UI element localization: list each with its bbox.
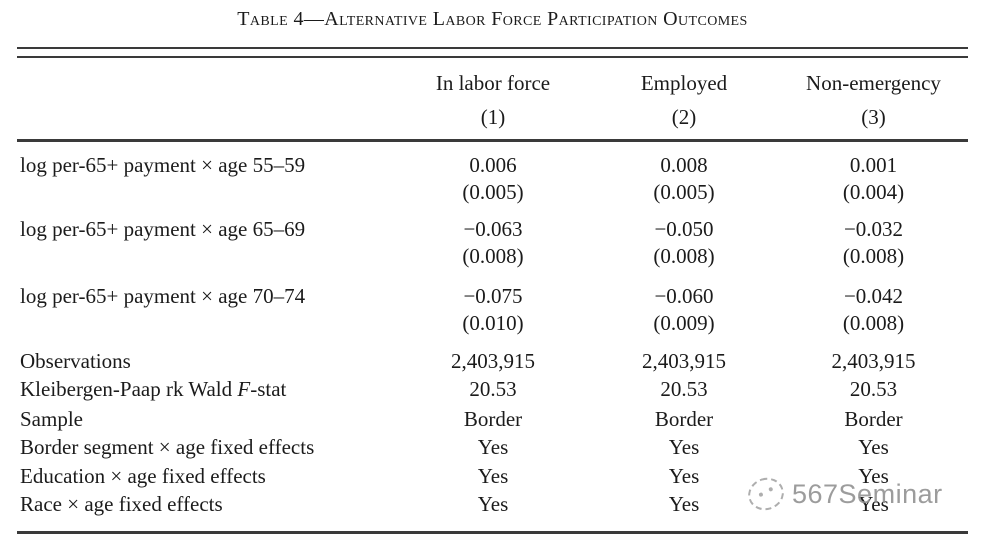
estimate-cell: −0.060 <box>654 284 714 308</box>
table-row: Kleibergen-Paap rk Wald F-stat 20.53 20.… <box>17 376 968 403</box>
row-label: log per-65+ payment × age 65–69 <box>20 217 306 241</box>
row-label: Border segment × age fixed effects <box>20 435 315 459</box>
stat-value-cell: 2,403,915 <box>831 349 916 373</box>
row-label-italic: F <box>237 377 251 401</box>
column-header-2: Employed <box>640 71 728 95</box>
stat-value-cell: Border <box>463 407 523 431</box>
row-label-text: -stat <box>250 377 287 401</box>
stat-value-cell: 20.53 <box>849 377 898 401</box>
stderr-cell: (0.008) <box>842 311 905 335</box>
stderr-cell: (0.005) <box>653 180 715 204</box>
stat-value-cell: 20.53 <box>660 377 708 401</box>
bottom-rule <box>17 531 968 534</box>
table-row: (0.005) (0.005) (0.004) <box>17 179 968 206</box>
column-header-3: Non-emergency <box>806 71 941 95</box>
column-number-3: (3) <box>861 105 886 129</box>
stderr-cell: (0.008) <box>842 244 905 268</box>
stat-value-cell: Yes <box>477 464 509 488</box>
header-rule <box>17 139 968 142</box>
row-label: Sample <box>20 407 83 431</box>
row-label: log per-65+ payment × age 55–59 <box>20 153 306 177</box>
stat-value-cell: Yes <box>668 492 700 516</box>
table-row: log per-65+ payment × age 70–74 −0.075 −… <box>17 283 968 310</box>
estimate-cell: −0.032 <box>843 217 904 241</box>
table-row: log per-65+ payment × age 65–69 −0.063 −… <box>17 216 968 243</box>
stderr-cell: (0.004) <box>842 180 905 204</box>
stat-value-cell: Border <box>844 407 903 431</box>
estimate-cell: 0.001 <box>849 153 898 177</box>
stat-value-cell: 2,403,915 <box>451 349 535 373</box>
stat-value-cell: Yes <box>858 492 889 516</box>
table-title: Table 4—Alternative Labor Force Particip… <box>237 8 748 30</box>
estimate-cell: −0.063 <box>463 217 523 241</box>
table-row: Observations 2,403,915 2,403,915 2,403,9… <box>17 348 968 375</box>
row-label <box>17 310 397 337</box>
estimate-cell: 0.006 <box>469 153 517 177</box>
header-spacer <box>17 104 397 131</box>
stat-value-cell: Yes <box>858 435 889 459</box>
top-double-rule <box>17 47 968 58</box>
stat-value-cell: Yes <box>477 435 509 459</box>
stderr-cell: (0.009) <box>653 311 715 335</box>
column-number-1: (1) <box>480 105 506 129</box>
table-row: (0.008) (0.008) (0.008) <box>17 243 968 270</box>
row-label: Observations <box>20 349 131 373</box>
stat-value-cell: 20.53 <box>469 377 517 401</box>
row-label <box>17 179 397 206</box>
column-header-1: In labor force <box>435 71 551 95</box>
estimate-cell: −0.050 <box>654 217 714 241</box>
stat-value-cell: Border <box>654 407 714 431</box>
table-row: Sample Border Border Border <box>17 406 968 433</box>
column-header-row: In labor force Employed Non-emergency <box>17 70 968 97</box>
column-number-2: (2) <box>671 105 697 129</box>
stat-value-cell: Yes <box>477 492 509 516</box>
stat-value-cell: Yes <box>668 464 700 488</box>
row-label: Education × age fixed effects <box>20 464 266 488</box>
table-row: (0.010) (0.009) (0.008) <box>17 310 968 337</box>
row-label <box>17 243 397 270</box>
stderr-cell: (0.008) <box>653 244 715 268</box>
row-label: Race × age fixed effects <box>20 492 223 516</box>
estimate-cell: 0.008 <box>660 153 708 177</box>
stderr-cell: (0.005) <box>462 180 524 204</box>
table-row: Education × age fixed effects Yes Yes Ye… <box>17 463 968 490</box>
stat-value-cell: Yes <box>668 435 700 459</box>
estimate-cell: −0.075 <box>463 284 523 308</box>
table-row: Race × age fixed effects Yes Yes Yes <box>17 491 968 518</box>
stat-value-cell: 2,403,915 <box>642 349 726 373</box>
table-row: log per-65+ payment × age 55–59 0.006 0.… <box>17 152 968 179</box>
row-label: log per-65+ payment × age 70–74 <box>20 284 306 308</box>
header-spacer <box>17 70 397 97</box>
column-number-row: (1) (2) (3) <box>17 104 968 131</box>
estimate-cell: −0.042 <box>843 284 904 308</box>
stderr-cell: (0.008) <box>462 244 524 268</box>
stderr-cell: (0.010) <box>462 311 524 335</box>
row-label-text: Kleibergen-Paap rk Wald <box>20 377 238 401</box>
row-label: Kleibergen-Paap rk Wald F-stat <box>17 376 397 403</box>
table-row: Border segment × age fixed effects Yes Y… <box>17 434 968 461</box>
stat-value-cell: Yes <box>858 464 889 488</box>
